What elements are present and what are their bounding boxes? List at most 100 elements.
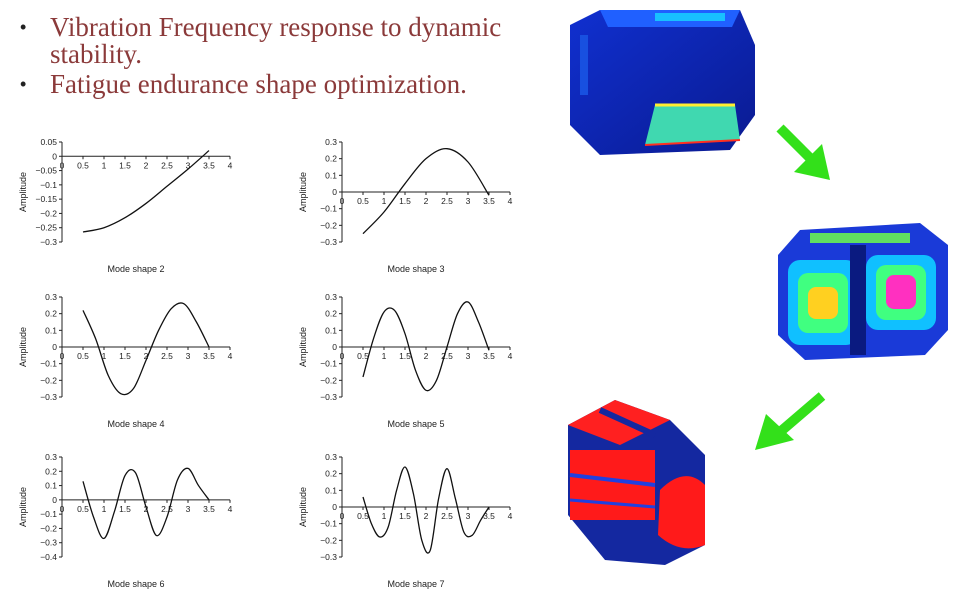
y-tick-label: 0.1 [325,485,337,495]
y-axis-label: Amplitude [18,172,28,212]
bullet-item: • Fatigue endurance shape optimization. [14,71,534,98]
x-tick-label: 0 [340,351,345,361]
mode-shape-chart-7: 0.30.20.10−0.1−0.2−0.30 0.5 1 1.5 2 2.5 3 3.5 4A… [298,452,513,589]
y-tick-label: −0.1 [40,180,57,190]
x-tick-label: 4 [228,160,233,170]
mode-shape-chart-4: 0.30.20.10−0.1−0.2−0.30 0.5 1 1.5 2 2.5 3 3.5 4A… [18,292,233,429]
x-tick-label: 3.5 [483,511,495,521]
y-tick-label: −0.2 [320,535,337,545]
x-tick-label: 2.5 [441,196,453,206]
x-tick-label: 0.5 [357,351,369,361]
y-tick-label: 0.2 [45,309,57,319]
x-tick-label: 0 [340,196,345,206]
y-tick-label: −0.3 [320,237,337,247]
chart-caption: Mode shape 5 [387,419,444,429]
x-tick-label: 2.5 [441,511,453,521]
bullet-dot-icon: • [20,74,27,94]
x-tick-label: 0 [60,504,65,514]
x-tick-label: 1 [382,351,387,361]
x-tick-label: 0 [60,160,65,170]
y-tick-label: −0.3 [320,392,337,402]
chart-caption: Mode shape 3 [387,264,444,274]
x-tick-label: 3 [466,351,471,361]
series-line [82,467,210,540]
y-tick-label: 0.1 [45,481,57,491]
y-tick-label: −0.05 [35,166,57,176]
x-tick-label: 0.5 [357,511,369,521]
green-arrow-down-right-icon [776,124,830,180]
x-tick-label: 3 [466,196,471,206]
x-tick-label: 4 [228,351,233,361]
series-line [362,148,490,235]
y-tick-label: −0.15 [35,194,57,204]
bullet-item: • Vibration Frequency response to dynami… [14,14,534,68]
y-tick-label: −0.4 [40,552,57,562]
x-tick-label: 2.5 [161,504,173,514]
x-tick-label: 3 [186,160,191,170]
x-tick-label: 1.5 [399,196,411,206]
series-line [82,302,210,396]
x-tick-label: 0.5 [77,160,89,170]
fea-block-optimized [568,400,705,565]
y-tick-label: 0 [52,342,57,352]
x-tick-label: 4 [508,196,513,206]
x-tick-label: 0.5 [357,196,369,206]
series-line [82,150,210,233]
mode-shape-chart-2: 0.050−0.05−0.1−0.15−0.2−0.25−0.30 0.5 1 1.5… [18,137,233,274]
x-tick-label: 3 [466,511,471,521]
x-tick-label: 1.5 [119,160,131,170]
x-tick-label: 1.5 [399,511,411,521]
x-tick-label: 3 [186,504,191,514]
y-axis-label: Amplitude [298,172,308,212]
mode-shape-chart-5: 0.30.20.10−0.1−0.2−0.30 0.5 1 1.5 2 2.5 3 3.5 4A… [298,292,513,429]
y-tick-label: 0.05 [40,137,57,147]
y-tick-label: 0.3 [45,452,57,462]
fea-block-initial [570,10,755,155]
y-tick-label: 0.2 [45,466,57,476]
chart-caption: Mode shape 4 [107,419,164,429]
x-tick-label: 0 [60,351,65,361]
green-arrow-down-left-icon [755,392,826,450]
y-tick-label: −0.3 [320,552,337,562]
x-tick-label: 1.5 [119,351,131,361]
y-tick-label: −0.25 [35,223,57,233]
bullet-text-fatigue: Fatigue endurance shape optimization. [50,69,467,99]
y-tick-label: 0.1 [325,170,337,180]
x-tick-label: 1 [382,196,387,206]
x-tick-label: 2.5 [441,351,453,361]
y-tick-label: −0.2 [40,375,57,385]
x-tick-label: 0.5 [77,504,89,514]
x-tick-label: 4 [228,504,233,514]
mode-shape-chart-6: 0.30.20.10−0.1−0.2−0.3−0.40 0.5 1 1.5 2 2.5 3 3… [18,452,233,589]
y-axis-label: Amplitude [298,327,308,367]
y-tick-label: 0 [52,151,57,161]
x-tick-label: 3.5 [203,160,215,170]
x-tick-label: 3.5 [483,351,495,361]
mode-shape-chart-3: 0.30.20.10−0.1−0.2−0.30 0.5 1 1.5 2 2.5 3 3.5 4A… [298,137,513,274]
y-tick-label: −0.2 [40,208,57,218]
y-tick-label: −0.1 [320,204,337,214]
y-tick-label: 0.1 [325,325,337,335]
y-axis-label: Amplitude [298,487,308,527]
x-tick-label: 1.5 [399,351,411,361]
chart-caption: Mode shape 7 [387,579,444,589]
y-tick-label: −0.2 [320,220,337,230]
y-axis-label: Amplitude [18,487,28,527]
x-tick-label: 0 [340,511,345,521]
y-tick-label: 0 [332,342,337,352]
series-line [362,301,490,392]
x-tick-label: 1 [102,351,107,361]
x-tick-label: 1 [382,511,387,521]
y-tick-label: −0.2 [40,523,57,533]
chart-caption: Mode shape 6 [107,579,164,589]
bullet-text-vibration: Vibration Frequency response to dynamic … [50,12,502,69]
x-tick-label: 1 [102,160,107,170]
y-tick-label: 0.2 [325,154,337,164]
x-tick-label: 2 [144,160,149,170]
x-tick-label: 1.5 [119,504,131,514]
y-tick-label: −0.1 [320,359,337,369]
x-tick-label: 1 [102,504,107,514]
y-tick-label: −0.3 [40,538,57,548]
y-tick-label: 0.2 [325,469,337,479]
y-tick-label: −0.1 [320,519,337,529]
